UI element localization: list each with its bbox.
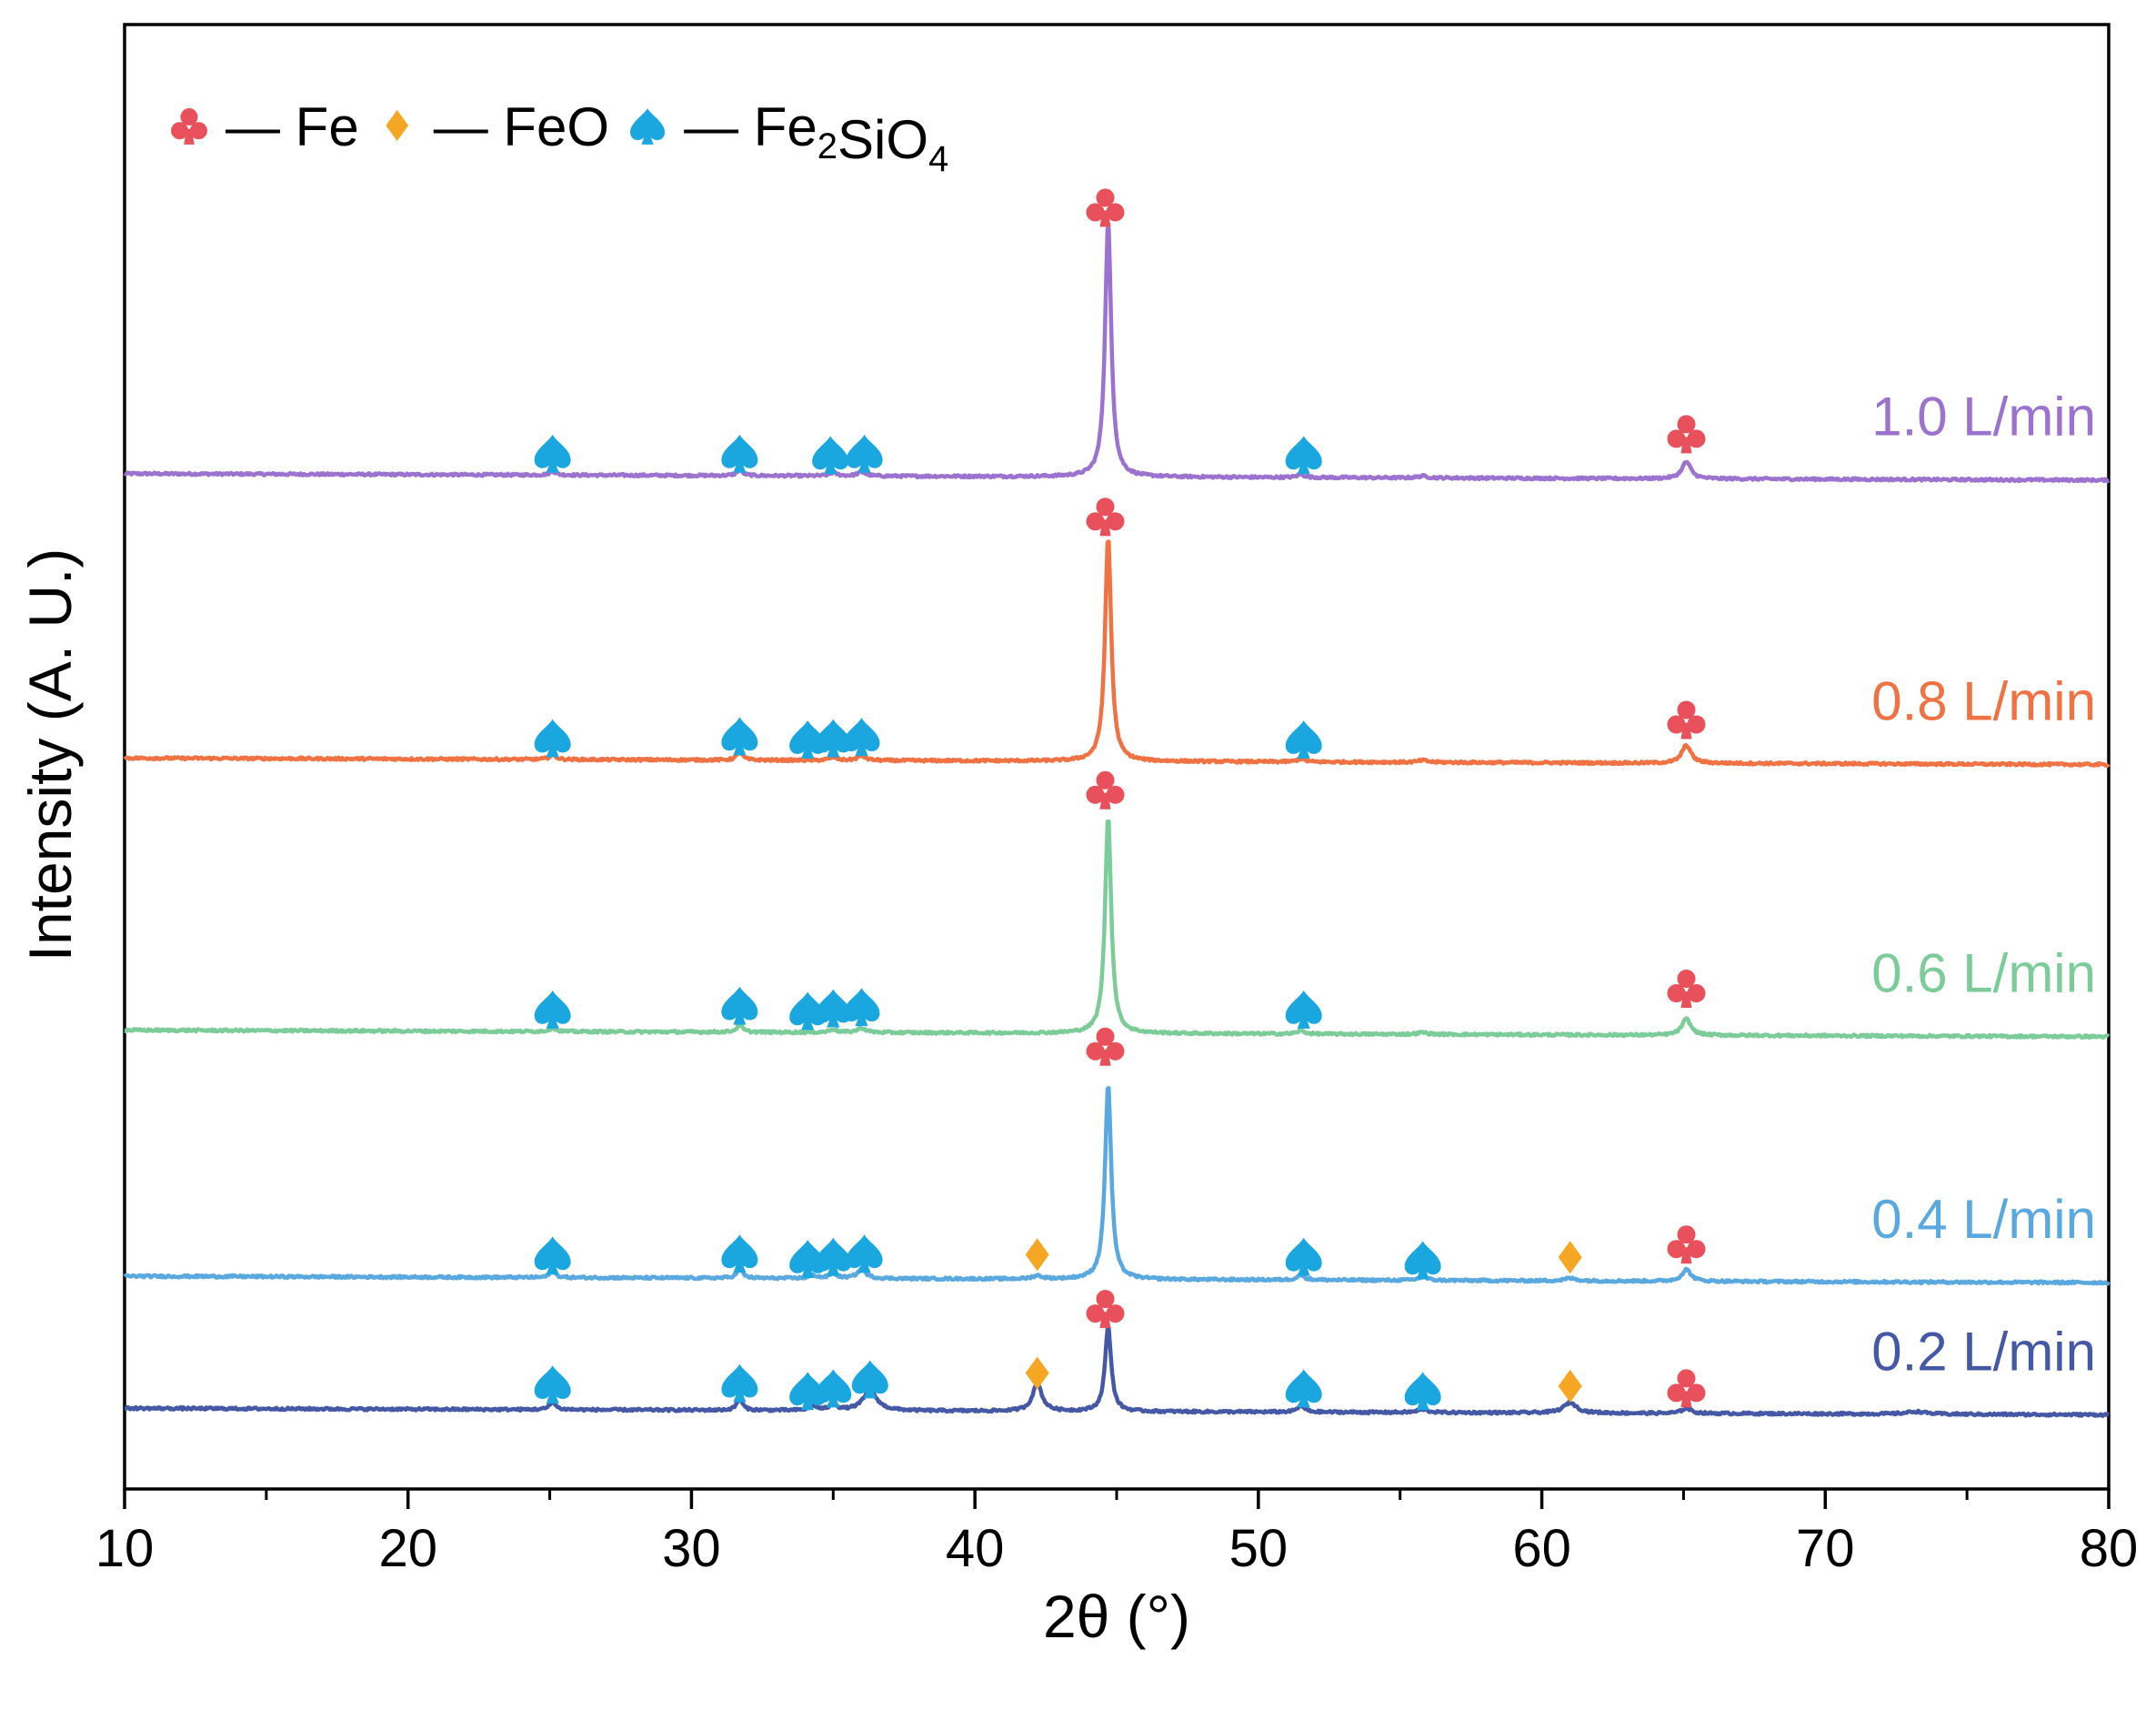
diamond-marker-icon (1025, 1238, 1049, 1272)
diamond-marker-icon (1558, 1369, 1582, 1403)
club-marker-icon (1086, 1027, 1125, 1066)
club-marker-icon (1086, 498, 1125, 537)
x-tick-label: 10 (95, 1519, 155, 1578)
diamond-marker-icon (1558, 1241, 1582, 1274)
diamond-marker-icon (1025, 1356, 1049, 1390)
series-label: 0.2 L/min (1871, 1321, 2096, 1382)
x-tick-label: 80 (2080, 1519, 2139, 1578)
legend-diamond-icon (386, 109, 409, 142)
x-tick-label: 60 (1512, 1519, 1571, 1578)
spade-marker-icon (721, 1234, 758, 1273)
spade-marker-icon (851, 1360, 888, 1399)
spade-marker-icon (721, 986, 758, 1025)
spade-marker-icon (815, 1369, 852, 1408)
spade-marker-icon (534, 990, 571, 1029)
series-line-0 (123, 226, 2111, 484)
legend-club-icon (171, 108, 207, 145)
spade-marker-icon (1404, 1241, 1441, 1280)
y-axis-title: Intensity (A. U.) (16, 548, 84, 962)
spade-marker-icon (1404, 1372, 1441, 1411)
spade-marker-icon (843, 988, 880, 1027)
series-label: 0.6 L/min (1871, 943, 2096, 1004)
series-label: 0.8 L/min (1871, 670, 2096, 731)
spade-marker-icon (534, 434, 571, 473)
club-marker-icon (1086, 188, 1125, 227)
legend-spade-icon (630, 108, 666, 145)
series-line-2 (123, 819, 2111, 1041)
spade-marker-icon (721, 434, 758, 473)
spade-marker-icon (721, 717, 758, 756)
peak-markers-layer (534, 188, 1706, 1411)
series-line-3 (123, 1085, 2111, 1286)
club-marker-icon (1667, 700, 1706, 739)
spade-marker-icon (843, 718, 880, 757)
club-marker-icon (1667, 1369, 1706, 1408)
legend-entry-label: — Fe (226, 96, 359, 157)
spade-marker-icon (534, 719, 571, 758)
series-labels-layer: 1.0 L/min 0.8 L/min 0.6 L/min 0.4 L/min 0.2 … (1871, 387, 2096, 1383)
x-axis-ticks: 10 20 30 40 50 60 70 80 (95, 1489, 2139, 1578)
legend-entry-label: — FeO (434, 96, 609, 157)
x-tick-label: 20 (378, 1519, 437, 1578)
spade-marker-icon (846, 434, 883, 473)
x-tick-label: 50 (1229, 1519, 1289, 1578)
spade-marker-icon (812, 436, 849, 475)
series-label: 0.4 L/min (1871, 1189, 2096, 1250)
spade-marker-icon (1285, 436, 1322, 475)
x-tick-label: 70 (1796, 1519, 1855, 1578)
series-layer (123, 226, 2111, 1418)
x-tick-label: 40 (946, 1519, 1005, 1578)
spade-marker-icon (1285, 1369, 1322, 1408)
spade-marker-icon (534, 1365, 571, 1404)
plot-frame (123, 23, 2111, 1491)
club-marker-icon (1086, 1290, 1125, 1329)
spade-marker-icon (815, 1237, 852, 1276)
club-marker-icon (1086, 770, 1125, 810)
series-line-1 (123, 539, 2111, 768)
spade-marker-icon (534, 1236, 571, 1275)
spade-marker-icon (1285, 720, 1322, 759)
club-marker-icon (1667, 1225, 1706, 1264)
spade-marker-icon (846, 1234, 883, 1273)
club-marker-icon (1667, 415, 1706, 454)
x-tick-label: 30 (662, 1519, 721, 1578)
club-marker-icon (1667, 970, 1706, 1008)
series-label: 1.0 L/min (1871, 387, 2096, 448)
x-axis-title: 2θ (°) (1043, 1583, 1190, 1650)
legend: — Fe — FeO — Fe2SiO4 (171, 96, 948, 179)
series-line-4 (123, 1325, 2111, 1418)
spade-marker-icon (1285, 990, 1322, 1029)
spade-marker-icon (721, 1363, 758, 1403)
legend-entry-label: — Fe2SiO4 (684, 96, 948, 179)
spade-marker-icon (1285, 1237, 1322, 1276)
